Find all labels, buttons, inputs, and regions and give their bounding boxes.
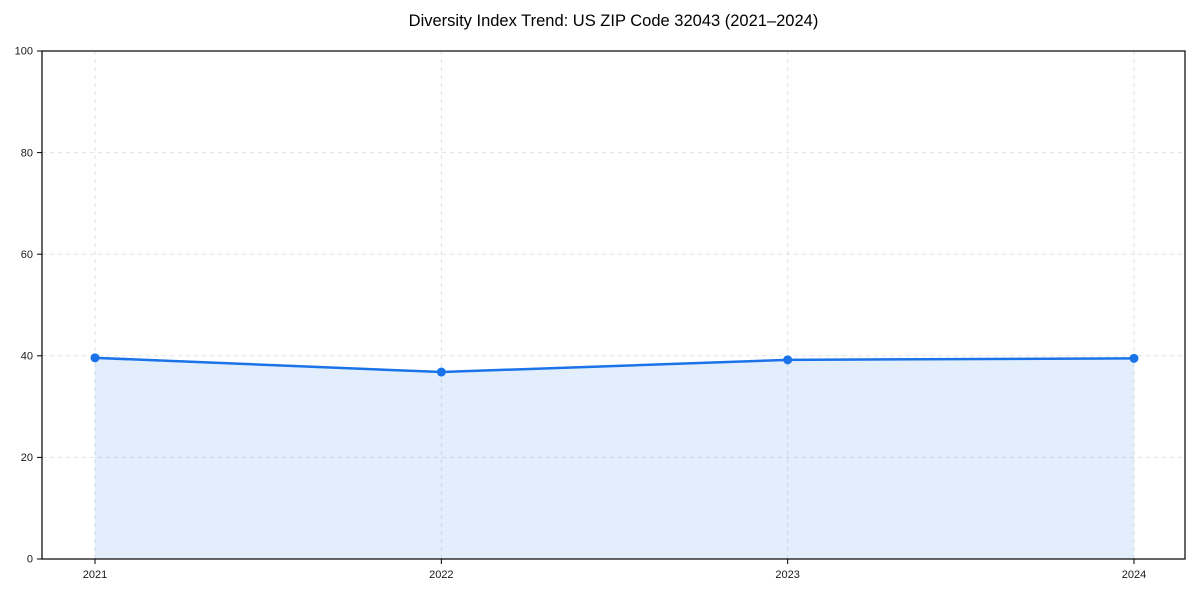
x-axis-tick-label: 2022	[429, 569, 453, 581]
y-axis-tick-label: 20	[21, 452, 33, 464]
area-fill	[95, 357, 1134, 559]
data-point-2024	[1129, 353, 1139, 363]
data-point-2022	[436, 367, 446, 377]
data-point-2023	[783, 355, 793, 365]
y-axis-tick-label: 100	[15, 46, 33, 58]
y-axis-tick-label: 80	[21, 147, 33, 159]
chart-title: Diversity Index Trend: US ZIP Code 32043…	[408, 12, 819, 30]
data-point-2021	[90, 353, 100, 363]
trend-line	[93, 356, 1136, 374]
x-axis-tick-label: 2024	[1122, 569, 1146, 581]
plot-border	[41, 50, 1186, 560]
y-axis-tick-label: 0	[27, 554, 33, 566]
x-axis-tick-label: 2021	[83, 569, 107, 581]
x-axis-tick-label: 2023	[775, 569, 799, 581]
y-axis-tick-label: 40	[21, 351, 33, 363]
y-axis-tick-label: 60	[21, 249, 33, 261]
